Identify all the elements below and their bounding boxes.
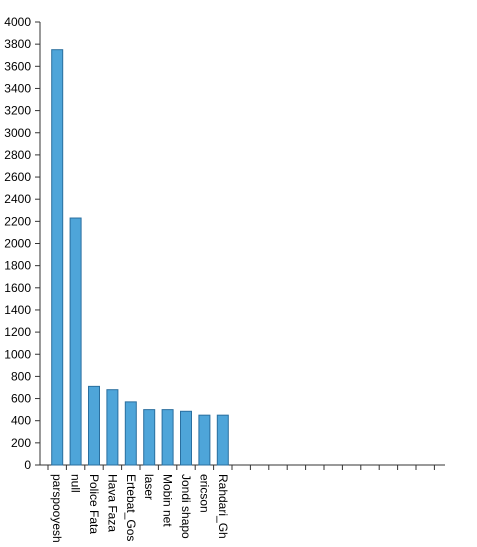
- bar-mobin-net: [161, 409, 174, 466]
- bar-parspooyesh: [51, 49, 64, 466]
- x-labels: parspooyesh null Police Fata Hava Faza Erteb…: [50, 474, 230, 543]
- y-tick-label: 2600: [4, 170, 31, 184]
- y-tick-label: 2200: [4, 214, 31, 228]
- y-tick-label: 2000: [4, 237, 31, 251]
- y-tick-label: 1400: [4, 303, 31, 317]
- y-tick-label: 600: [11, 392, 31, 406]
- x-tick-label: Ertebat_Gos: [124, 474, 138, 541]
- y-tick-label: 3400: [4, 81, 31, 95]
- bar-rahdari-gh: [216, 414, 229, 466]
- y-tick-label: 2400: [4, 192, 31, 206]
- bar-laser: [143, 409, 156, 466]
- y-tick-label: 3200: [4, 104, 31, 118]
- y-tick-label: 3600: [4, 59, 31, 73]
- x-tick-label: Rahdari_Gh: [216, 474, 230, 539]
- bar-ericson: [198, 414, 211, 466]
- x-tick-label: Jondi shapo: [179, 474, 193, 539]
- x-tick-label: null: [69, 474, 83, 493]
- y-tick-label: 400: [11, 414, 31, 428]
- y-tick-label: 1800: [4, 259, 31, 273]
- x-tick-label: Hava Faza: [105, 474, 119, 532]
- x-tick-label: parspooyesh: [50, 474, 64, 543]
- y-tick-label: 2800: [4, 148, 31, 162]
- y-tick-label: 3800: [4, 37, 31, 51]
- y-tick-label: 800: [11, 369, 31, 383]
- y-tick-label: 1000: [4, 347, 31, 361]
- y-tick-label: 200: [11, 436, 31, 450]
- x-tick-label: Police Fata: [87, 474, 101, 534]
- bar-police-fata: [88, 385, 100, 466]
- y-tick-label: 0: [24, 458, 31, 472]
- x-tick-label: ericson: [197, 474, 211, 513]
- y-tick-label: 3000: [4, 126, 31, 140]
- bar-ertebat-gos: [124, 401, 137, 466]
- bar-null: [69, 217, 82, 466]
- y-tick-label: 1600: [4, 281, 31, 295]
- x-tick-label: Mobin net: [161, 474, 175, 527]
- y-ticks: 0 200 400 600 800 1000 1200 1400 1600 1800 2000 220…: [4, 15, 40, 472]
- y-tick-label: 4000: [4, 15, 31, 29]
- bar-hava-faza: [106, 389, 119, 466]
- bars: [51, 49, 229, 466]
- y-tick-label: 1200: [4, 325, 31, 339]
- bar-jondi-shapo: [180, 410, 192, 466]
- x-ticks: [47, 465, 435, 470]
- x-tick-label: laser: [142, 474, 156, 500]
